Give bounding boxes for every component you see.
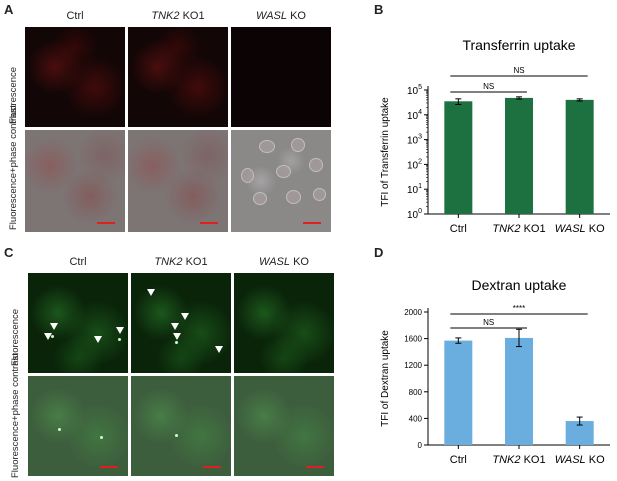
- vesicle-dot: [175, 341, 178, 344]
- arrowhead-marker: [44, 333, 52, 340]
- vesicle-dot: [175, 434, 178, 437]
- significance-label: ****: [513, 304, 525, 313]
- col-title-tnk2-c: TNK2 KO1: [154, 256, 208, 268]
- arrowhead-marker: [147, 289, 155, 296]
- significance-label: NS: [483, 318, 494, 327]
- x-tick-label: WASL KO: [555, 454, 605, 466]
- chart-transferrin-uptake: Transferrin uptake TFI of Transferrin upt…: [380, 37, 610, 235]
- arrowhead-marker: [171, 323, 179, 330]
- image-wasl-dextran-phase: [234, 376, 334, 476]
- vesicle-dot: [118, 338, 121, 341]
- image-ctrl-transferrin-fluorescence: [25, 27, 125, 127]
- cell: [291, 138, 305, 152]
- scale-bar: [200, 222, 218, 224]
- image-tnk2-transferrin-fluorescence: [128, 27, 228, 127]
- bar: [505, 337, 533, 445]
- row-label-phase-c: Fluorescence+phase contrast: [10, 353, 21, 478]
- bar: [444, 101, 473, 214]
- col-title-wasl-a: WASL KO: [256, 10, 306, 22]
- y-tick-label: 102: [407, 158, 422, 171]
- cell: [313, 188, 326, 201]
- cell: [259, 140, 275, 153]
- image-tnk2-dextran-fluorescence: [131, 273, 231, 373]
- x-tick-label: WASL KO: [555, 223, 605, 235]
- row-label-phase-a: Fluorescence+phase contrast: [8, 105, 19, 230]
- panel-label-a: A: [4, 2, 14, 17]
- scale-bar: [306, 466, 324, 468]
- image-ctrl-dextran-fluorescence: [28, 273, 128, 373]
- chart-dextran-uptake: Dextran uptake TFI of Dextran uptake 0 400 8…: [380, 277, 610, 466]
- x-tick-label: Ctrl: [450, 454, 467, 466]
- vesicle-dot: [51, 335, 54, 338]
- y-tick-label: 1600: [404, 335, 422, 344]
- image-wasl-transferrin-fluorescence: [231, 27, 331, 127]
- arrowhead-marker: [116, 327, 124, 334]
- scale-bar: [100, 466, 118, 468]
- y-tick-label: 103: [407, 134, 422, 147]
- scale-bar: [303, 222, 321, 224]
- chart-title: Dextran uptake: [472, 277, 567, 293]
- y-tick-label: 2000: [404, 308, 422, 317]
- y-tick-label: 400: [409, 414, 423, 423]
- cell: [309, 158, 323, 172]
- y-tick-label: 104: [407, 109, 422, 122]
- col-title-ctrl-a: Ctrl: [66, 10, 84, 22]
- arrowhead-marker: [94, 336, 102, 343]
- panel-label-c: C: [4, 245, 14, 260]
- cell: [241, 168, 254, 183]
- panel-label-d: D: [374, 245, 384, 260]
- bar: [565, 99, 594, 214]
- significance-label: NS: [513, 66, 524, 75]
- col-title-tnk2-a: TNK2 KO1: [151, 10, 205, 22]
- bar: [565, 421, 594, 445]
- x-tick-label: Ctrl: [450, 223, 467, 235]
- significance-label: NS: [483, 82, 494, 91]
- arrowhead-marker: [181, 313, 189, 320]
- cell: [253, 192, 267, 205]
- panel-label-b: B: [374, 2, 384, 17]
- y-tick-label: 1200: [404, 361, 422, 370]
- image-wasl-dextran-fluorescence: [234, 273, 334, 373]
- image-tnk2-transferrin-phase: [128, 130, 228, 232]
- image-wasl-transferrin-phase: [231, 130, 331, 232]
- image-tnk2-dextran-phase: [131, 376, 231, 476]
- vesicle-dot: [58, 428, 61, 431]
- cell: [276, 165, 291, 178]
- arrowhead-marker: [215, 346, 223, 353]
- y-tick-label: 0: [418, 441, 423, 450]
- arrowhead-marker: [173, 333, 181, 340]
- col-title-ctrl-c: Ctrl: [69, 256, 87, 268]
- x-tick-label: TNK2 KO1: [492, 454, 545, 466]
- scale-bar: [203, 466, 221, 468]
- vesicle-dot: [100, 436, 103, 439]
- cell: [286, 190, 301, 204]
- bar: [444, 340, 473, 445]
- scale-bar: [97, 222, 115, 224]
- image-ctrl-transferrin-phase: [25, 130, 125, 232]
- y-axis-label: TFI of Dextran uptake: [380, 330, 391, 427]
- y-axis-label: TFI of Transferrin uptake: [380, 97, 391, 207]
- arrowhead-marker: [50, 323, 58, 330]
- bar: [505, 97, 533, 214]
- y-tick-label: 800: [409, 388, 423, 397]
- y-tick-label: 105: [407, 84, 422, 97]
- image-ctrl-dextran-phase: [28, 376, 128, 476]
- x-tick-label: TNK2 KO1: [492, 223, 545, 235]
- y-tick-label: 100: [407, 208, 422, 221]
- y-tick-label: 101: [407, 183, 422, 196]
- chart-title: Transferrin uptake: [462, 37, 575, 53]
- col-title-wasl-c: WASL KO: [259, 256, 309, 268]
